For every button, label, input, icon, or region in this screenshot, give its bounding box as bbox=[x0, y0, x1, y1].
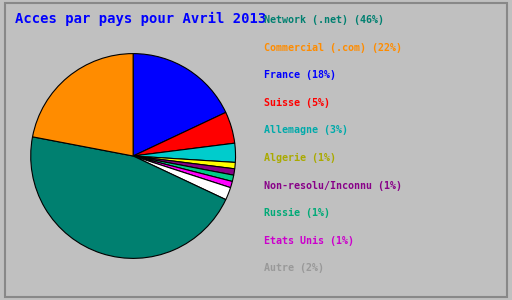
Wedge shape bbox=[133, 156, 230, 200]
Text: Suisse (5%): Suisse (5%) bbox=[264, 98, 330, 108]
Text: Algerie (1%): Algerie (1%) bbox=[264, 153, 336, 163]
Wedge shape bbox=[133, 156, 233, 182]
Wedge shape bbox=[33, 54, 133, 156]
Wedge shape bbox=[31, 137, 226, 258]
Text: Allemagne (3%): Allemagne (3%) bbox=[264, 125, 348, 135]
Text: Commercial (.com) (22%): Commercial (.com) (22%) bbox=[264, 43, 402, 52]
Wedge shape bbox=[133, 112, 234, 156]
Wedge shape bbox=[133, 156, 234, 175]
Text: France (18%): France (18%) bbox=[264, 70, 336, 80]
Wedge shape bbox=[133, 143, 236, 162]
Wedge shape bbox=[133, 156, 236, 169]
Text: Russie (1%): Russie (1%) bbox=[264, 208, 330, 218]
Text: Autre (2%): Autre (2%) bbox=[264, 263, 324, 273]
Wedge shape bbox=[133, 156, 232, 188]
Text: Etats Unis (1%): Etats Unis (1%) bbox=[264, 236, 354, 246]
Text: Network (.net) (46%): Network (.net) (46%) bbox=[264, 15, 383, 25]
Text: Acces par pays pour Avril 2013: Acces par pays pour Avril 2013 bbox=[15, 12, 267, 26]
Text: Non-resolu/Inconnu (1%): Non-resolu/Inconnu (1%) bbox=[264, 181, 402, 190]
Wedge shape bbox=[133, 54, 226, 156]
